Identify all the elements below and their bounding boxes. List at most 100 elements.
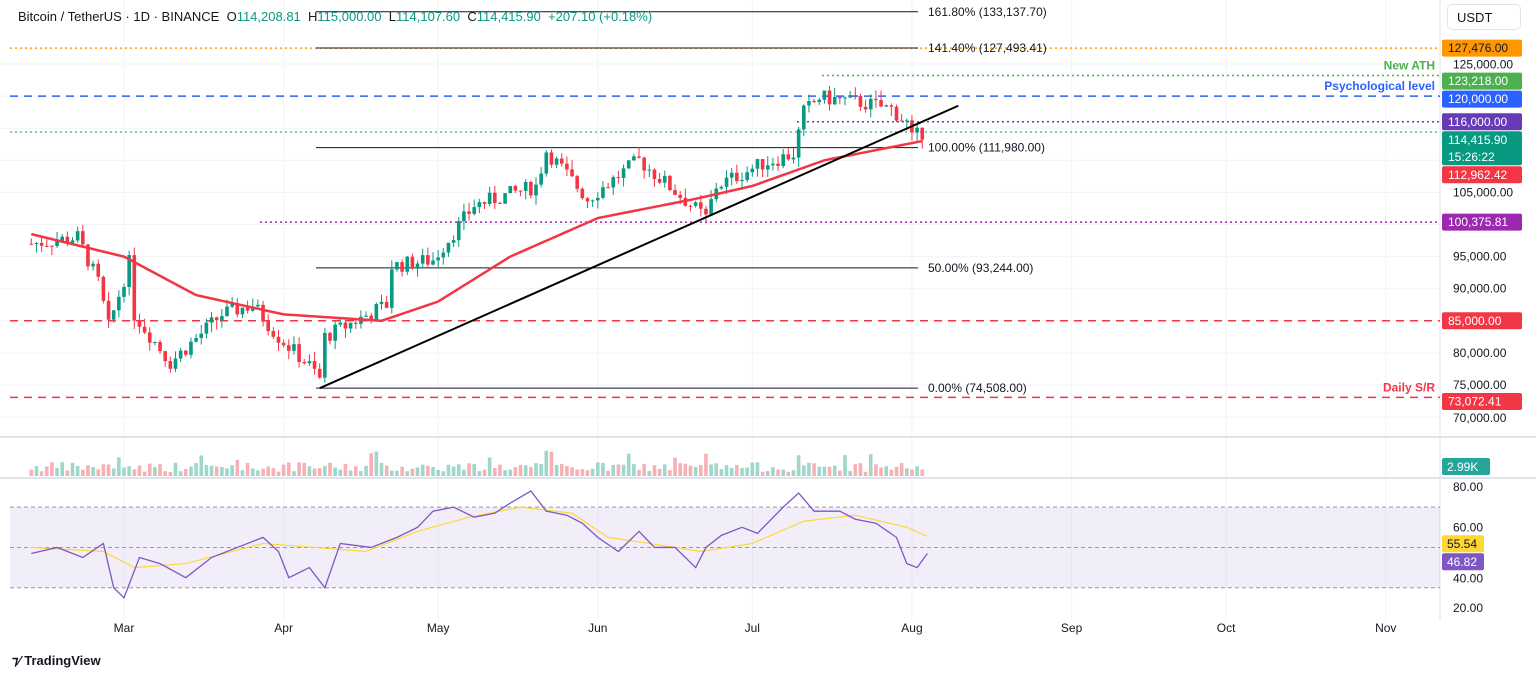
volume-bar (487, 457, 492, 476)
candle-body (621, 168, 626, 179)
volume-bar (905, 468, 909, 476)
volume-bar (781, 469, 785, 476)
level-note: Daily S/R (1383, 380, 1435, 394)
volume-bar (379, 462, 384, 476)
volume-bar (173, 462, 178, 476)
time-label: Jul (745, 621, 760, 635)
volume-bar (544, 450, 549, 476)
volume-bar (431, 467, 435, 476)
candle-body (487, 192, 492, 204)
time-label: Sep (1061, 621, 1083, 635)
candle-body (905, 120, 909, 122)
candle-body (920, 127, 925, 140)
candle-body (781, 154, 785, 166)
volume-bar (142, 471, 147, 476)
candle-body (699, 202, 703, 209)
time-label: May (427, 621, 450, 635)
rsi-ma-badge (1442, 535, 1484, 553)
candle-body (482, 202, 487, 204)
candle-body (184, 350, 188, 355)
price-label-badge (1442, 90, 1522, 108)
volume-bar (611, 464, 616, 476)
volume-bar (256, 470, 260, 476)
volume-bar (765, 471, 770, 476)
volume-bar (848, 470, 852, 476)
candle-body (626, 160, 631, 169)
volume-bar (585, 470, 590, 476)
candle-body (884, 105, 888, 107)
volume-bar (688, 465, 693, 476)
candle-body (271, 331, 276, 337)
price-tick: 75,000.00 (1453, 378, 1507, 392)
candle-body (848, 95, 852, 98)
candle-body (827, 90, 832, 105)
candle-body (760, 159, 765, 170)
price-tick: 80,000.00 (1453, 346, 1507, 360)
volume-bar (307, 466, 312, 476)
volume-bar (467, 463, 471, 476)
symbol-title[interactable]: Bitcoin / TetherUS · 1D · BINANCE (18, 9, 220, 24)
candle-body (518, 190, 523, 192)
volume-bar (415, 467, 420, 476)
candle-body (405, 256, 410, 272)
volume-bar (740, 467, 744, 476)
volume-bar (276, 471, 281, 476)
candle-body (137, 320, 142, 327)
candle-body (745, 172, 749, 180)
candle-body (493, 192, 497, 203)
fib-label: 0.00% (74,508.00) (928, 381, 1027, 395)
volume-bar (513, 467, 518, 476)
candle-body (75, 231, 80, 241)
volume-bar (75, 465, 80, 476)
candle-body (147, 332, 152, 343)
volume-bar (353, 466, 358, 476)
rsi-ma-label: 55.54 (1447, 537, 1477, 551)
volume-bar (616, 464, 621, 476)
candle-body (96, 263, 101, 277)
volume-bar (261, 468, 265, 476)
rsi-badge (1442, 553, 1484, 571)
candle-body (611, 177, 616, 188)
volume-bar (601, 462, 605, 476)
volume-bar (549, 451, 554, 476)
volume-bar (853, 464, 858, 476)
volume-bar (101, 464, 106, 476)
volume-bar (384, 465, 389, 476)
candle-body (209, 317, 214, 323)
candle-body (235, 303, 240, 315)
volume-bar (153, 467, 157, 476)
candle-body (302, 361, 307, 364)
candle-body (688, 205, 693, 207)
candle-body (858, 95, 863, 107)
close-value: 114,415.90 (476, 9, 541, 24)
fib-label: 141.40% (127,493.41) (928, 41, 1047, 55)
volume-bar (96, 469, 101, 476)
volume-bar (915, 466, 919, 476)
candle-body (441, 252, 446, 258)
candle-body (590, 200, 595, 202)
tradingview-logo[interactable]: ⁊⁄ TradingView (12, 653, 101, 669)
candle-body (580, 188, 585, 199)
rsi-tick: 60.00 (1453, 520, 1483, 534)
ema50-line (31, 139, 923, 323)
candle-body (348, 322, 353, 329)
volume-bar (802, 465, 806, 476)
volume-bar (369, 453, 373, 476)
currency-selector[interactable]: USDT (1447, 4, 1521, 30)
candle-body (765, 165, 770, 170)
candle-body (879, 100, 883, 107)
volume-bar (209, 465, 214, 476)
volume-bar (863, 471, 868, 476)
candle-body (709, 199, 713, 215)
candle-body (410, 256, 415, 269)
candle-body (420, 255, 425, 264)
candle-body (817, 99, 822, 102)
level-note: Psychological level (1324, 79, 1435, 93)
candle-body (122, 286, 126, 297)
candle-body (189, 341, 193, 355)
price-tick: 90,000.00 (1453, 282, 1507, 296)
candle-body (735, 172, 739, 182)
candle-body (529, 181, 533, 196)
